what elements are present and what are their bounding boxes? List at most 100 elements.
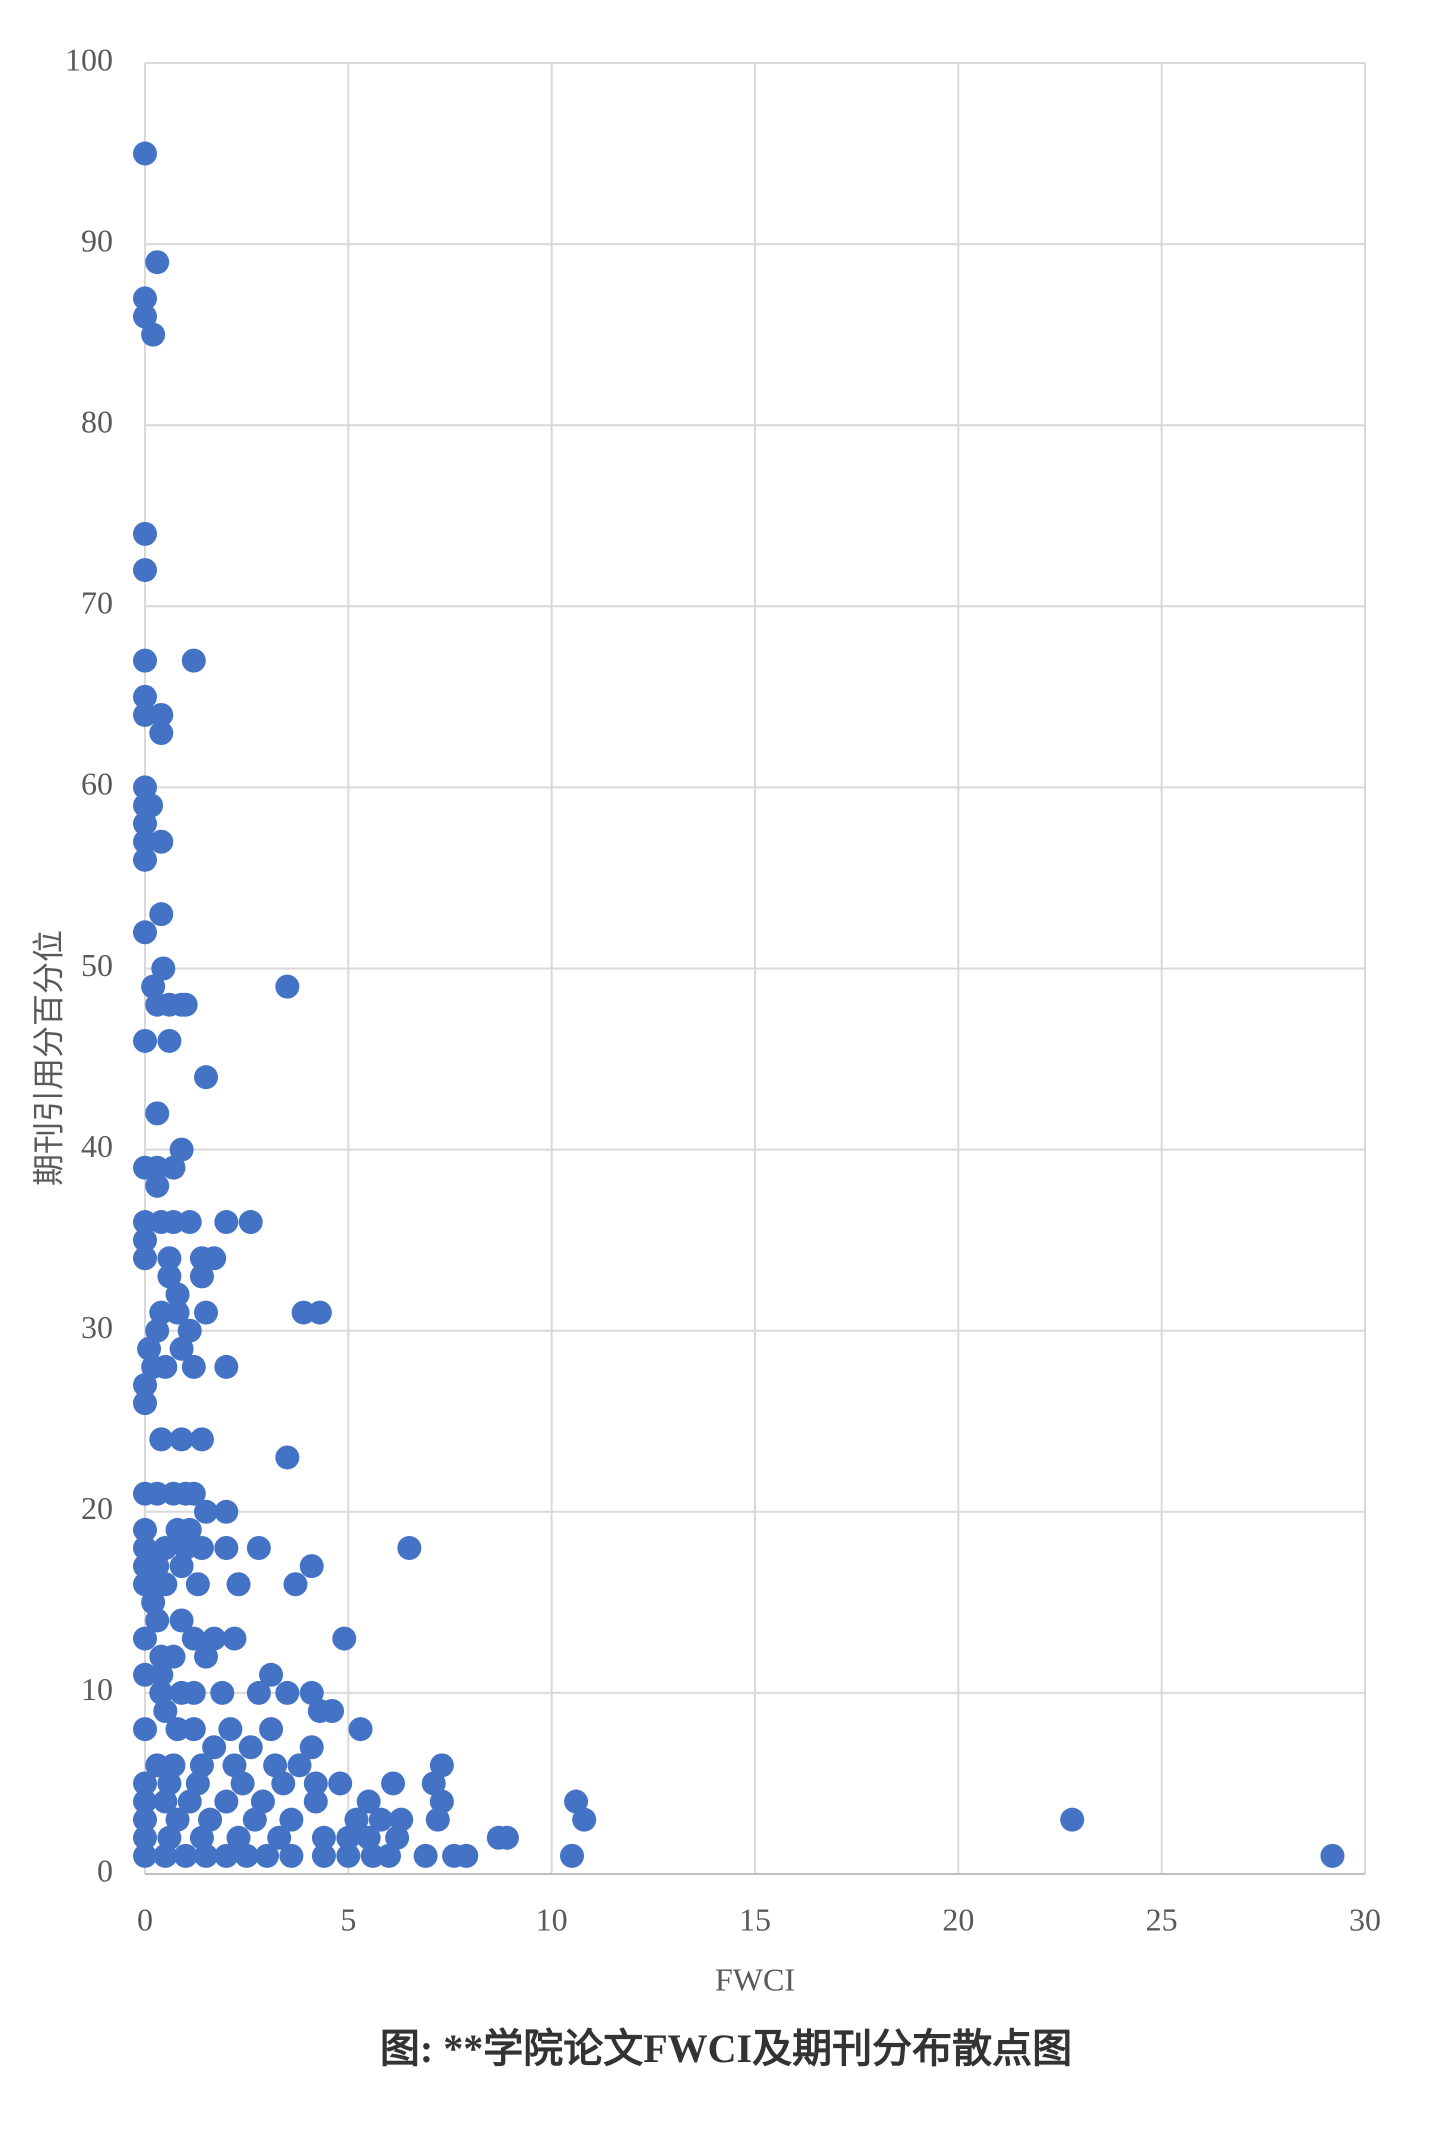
point: [189, 1264, 214, 1289]
point: [149, 721, 174, 746]
point: [181, 1626, 206, 1651]
point: [368, 1807, 393, 1832]
point: [149, 1680, 174, 1705]
point: [185, 1572, 210, 1597]
point: [425, 1807, 450, 1832]
point: [139, 793, 164, 818]
point: [303, 1771, 328, 1796]
point: [133, 558, 157, 583]
point: [181, 648, 206, 673]
point: [133, 1028, 157, 1053]
point: [267, 1825, 292, 1850]
point: [230, 1771, 255, 1796]
point: [133, 1373, 157, 1398]
point: [222, 1753, 247, 1778]
point: [133, 304, 157, 329]
x-tick-label: 0: [137, 1901, 153, 1937]
point: [348, 1717, 373, 1742]
y-axis-label: 期刊引用分百分位: [30, 930, 66, 1186]
point: [344, 1807, 369, 1832]
point: [332, 1626, 357, 1651]
point: [177, 1210, 202, 1235]
point: [133, 920, 157, 945]
point: [177, 1318, 202, 1343]
point: [214, 1354, 239, 1379]
point: [133, 141, 157, 166]
point: [246, 1536, 271, 1561]
point: [275, 974, 300, 999]
point: [194, 1843, 218, 1868]
point: [137, 1336, 162, 1361]
point: [189, 1536, 214, 1561]
point: [161, 1644, 186, 1669]
point: [133, 648, 157, 673]
point: [356, 1789, 381, 1814]
point: [133, 1536, 157, 1561]
point: [194, 1644, 218, 1669]
y-tick-label: 30: [81, 1309, 113, 1345]
point: [572, 1807, 597, 1832]
point: [133, 1228, 157, 1253]
point: [133, 1572, 157, 1597]
point: [169, 1137, 194, 1162]
point: [145, 1101, 170, 1126]
x-tick-label: 30: [1349, 1901, 1381, 1937]
point: [165, 1807, 190, 1832]
point: [242, 1807, 267, 1832]
point: [177, 1517, 202, 1542]
x-tick-label: 25: [1146, 1901, 1178, 1937]
point: [149, 829, 174, 854]
point: [246, 1680, 271, 1705]
point: [421, 1771, 446, 1796]
point: [271, 1771, 296, 1796]
point: [133, 1789, 157, 1814]
point: [238, 1210, 263, 1235]
y-tick-label: 90: [81, 222, 113, 258]
point: [287, 1753, 312, 1778]
point: [299, 1735, 324, 1760]
point: [133, 286, 157, 311]
point: [161, 1753, 186, 1778]
point: [133, 1825, 157, 1850]
point: [181, 1717, 206, 1742]
point: [255, 1843, 279, 1868]
point: [377, 1843, 401, 1868]
point: [133, 1771, 157, 1796]
point: [494, 1825, 519, 1850]
point: [311, 1825, 336, 1850]
point: [157, 1264, 182, 1289]
point: [145, 1173, 170, 1198]
point: [275, 1445, 300, 1470]
point: [279, 1807, 304, 1832]
point: [185, 1771, 210, 1796]
point: [202, 1246, 227, 1271]
point: [145, 1318, 170, 1343]
point: [454, 1843, 479, 1868]
point: [1060, 1807, 1085, 1832]
x-axis-label: FWCI: [715, 1961, 795, 1997]
point: [153, 1789, 178, 1814]
point: [173, 992, 198, 1017]
point: [181, 1680, 206, 1705]
point: [153, 1843, 178, 1868]
point: [169, 1608, 194, 1633]
point: [145, 250, 170, 275]
y-tick-label: 20: [81, 1490, 113, 1526]
point: [564, 1789, 589, 1814]
point: [169, 1554, 194, 1579]
point: [141, 974, 166, 999]
point: [145, 1554, 170, 1579]
point: [397, 1536, 422, 1561]
point: [385, 1825, 410, 1850]
point: [202, 1735, 227, 1760]
point: [169, 1427, 194, 1452]
y-tick-label: 100: [65, 41, 113, 77]
point: [560, 1843, 584, 1868]
point: [234, 1843, 259, 1868]
y-tick-label: 50: [81, 947, 113, 983]
point: [218, 1717, 243, 1742]
point: [1320, 1843, 1345, 1868]
point: [149, 902, 174, 927]
point: [133, 1717, 157, 1742]
